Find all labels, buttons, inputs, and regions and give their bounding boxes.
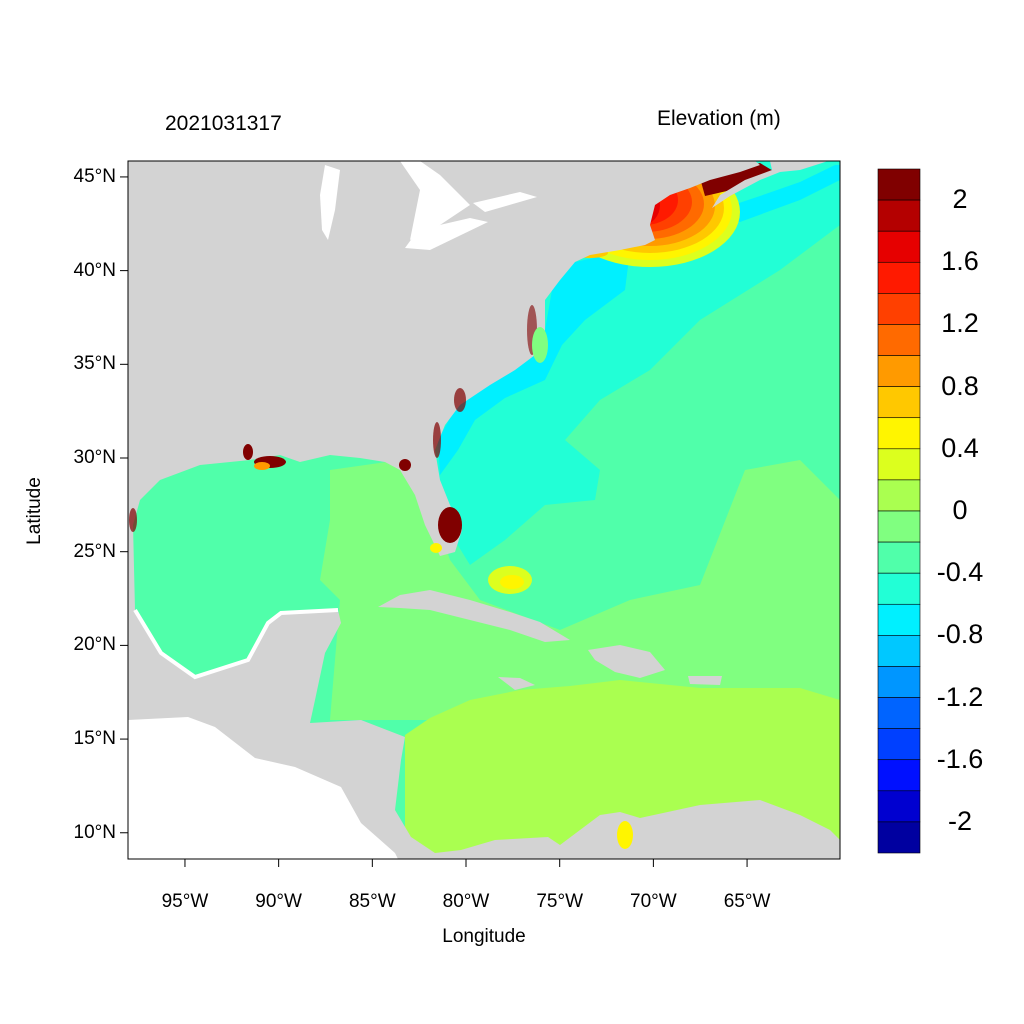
- colorbar-label: 0.8: [941, 370, 979, 401]
- lon-tick-label: 80°W: [442, 891, 490, 912]
- x-axis-label: Longitude: [442, 926, 526, 947]
- lon-tick-label: 70°W: [630, 891, 677, 912]
- colorbar-swatch: [877, 572, 921, 605]
- land: [128, 161, 840, 859]
- colorbar-swatch: [877, 479, 921, 512]
- colorbar-swatch: [877, 324, 921, 356]
- caribbean-region: [320, 460, 840, 720]
- timestamp-title: 2021031317: [165, 112, 282, 135]
- colorbar-label: 0: [952, 495, 968, 525]
- colorbar-label: -0.8: [936, 619, 984, 650]
- hispaniola: [588, 645, 665, 678]
- coastal-flooding: [129, 305, 548, 553]
- pacific-ocean: [128, 717, 398, 859]
- north-america: [128, 161, 840, 859]
- colorbar-swatch: [877, 448, 921, 481]
- colorbar-label: 1.6: [941, 246, 979, 277]
- colorbar: [877, 168, 921, 854]
- lat-tick-label: 10°N: [73, 821, 116, 843]
- colorbar-swatch: [877, 759, 921, 792]
- lat-tick-label: 30°N: [73, 447, 116, 468]
- colorbar-label: 0.4: [941, 432, 979, 463]
- lat-tick-label: 40°N: [73, 259, 116, 281]
- colorbar-swatch: [877, 168, 921, 201]
- colorbar-swatch: [877, 386, 921, 419]
- lat-tick-label: 15°N: [73, 728, 116, 750]
- colorbar-label: -0.4: [936, 557, 984, 588]
- colorbar-label: -1.2: [936, 681, 984, 712]
- jamaica: [498, 677, 535, 690]
- puerto-rico: [688, 676, 722, 685]
- colorbar-swatch: [877, 728, 921, 761]
- lat-tick-label: 45°N: [73, 165, 116, 187]
- colorbar-swatch: [877, 417, 921, 450]
- colorbar-swatch: [877, 635, 921, 667]
- colorbar-label: 1.2: [941, 308, 979, 339]
- colorbar-swatch: [877, 355, 921, 387]
- colorbar-swatch: [877, 603, 921, 636]
- colorbar-label: 2: [952, 184, 968, 215]
- colorbar-swatch: [877, 293, 921, 325]
- plot-frame: [127, 160, 841, 860]
- colorbar-label: -2: [947, 805, 972, 836]
- colorbar-swatch: [877, 666, 921, 698]
- colorbar-swatch: [877, 821, 921, 854]
- colorbar-swatch: [877, 510, 921, 543]
- bahamas-surge-core: [500, 575, 524, 589]
- lon-tick-label: 65°W: [723, 891, 771, 912]
- lon-tick-label: 85°W: [348, 891, 396, 912]
- mexico-shelf-strip: [133, 608, 339, 680]
- great-lakes: [320, 161, 537, 250]
- colorbar-swatch: [877, 199, 921, 232]
- axis-ticks: [120, 176, 748, 867]
- lon-tick-label: 75°W: [536, 891, 584, 912]
- lon-tick-label: 90°W: [255, 891, 302, 912]
- lake-maracaibo: [617, 821, 633, 849]
- lat-tick-label: 35°N: [73, 353, 116, 375]
- cuba: [378, 590, 570, 642]
- scotian-shelf-low-water: [712, 165, 840, 222]
- colorbar-swatch: [877, 697, 921, 729]
- lat-tick-label: 20°N: [73, 634, 116, 656]
- colorbar-swatch: [877, 261, 921, 294]
- lat-tick-label: 25°N: [73, 540, 116, 562]
- variable-title: Elevation (m): [657, 107, 781, 130]
- map-field: [128, 161, 840, 859]
- coastal-low-water: [438, 250, 630, 475]
- colorbar-label: -1.6: [936, 743, 984, 774]
- colorbar-swatch: [877, 790, 921, 823]
- lon-tick-label: 95°W: [161, 891, 209, 912]
- colorbar-swatch: [877, 541, 921, 574]
- colorbar-swatch: [877, 230, 921, 263]
